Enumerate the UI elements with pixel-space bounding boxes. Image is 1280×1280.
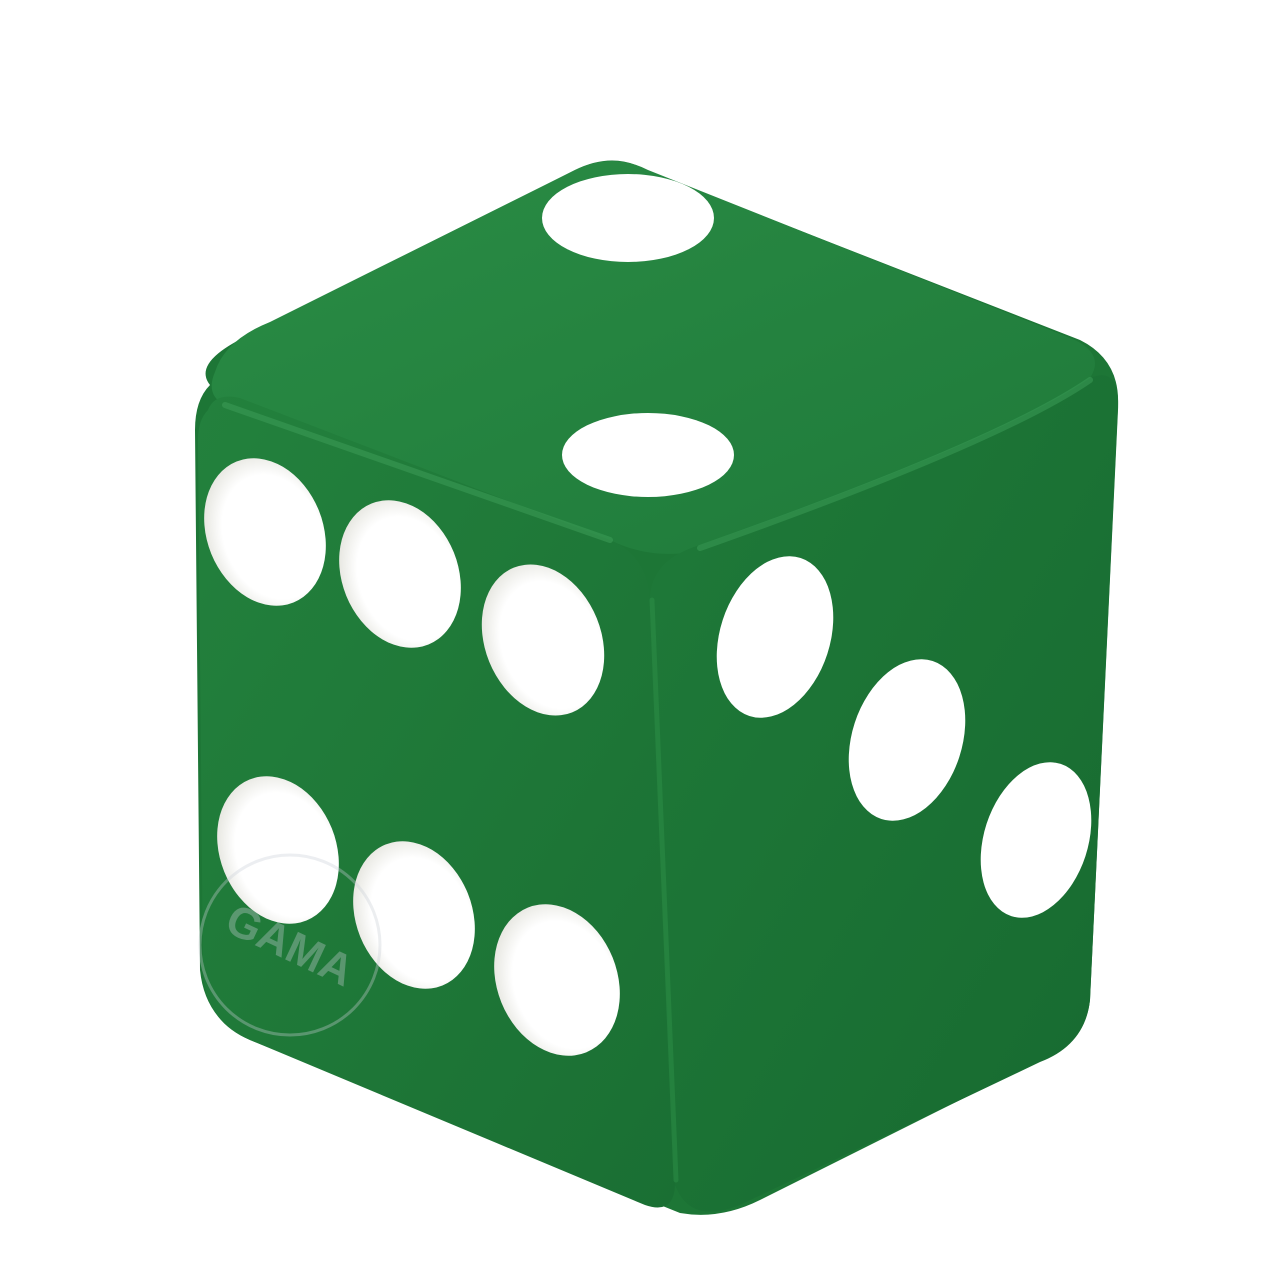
pip xyxy=(542,174,714,262)
top-face-pips xyxy=(542,174,734,497)
pip xyxy=(848,659,966,821)
pip xyxy=(339,500,461,648)
pip xyxy=(217,776,339,924)
pip xyxy=(980,762,1092,918)
pip xyxy=(716,556,834,718)
die-top-left-edge-highlight xyxy=(222,402,613,543)
right-face-pips xyxy=(716,556,1092,918)
pip xyxy=(494,904,620,1056)
die-top-face xyxy=(211,161,1095,554)
die-vertical-edge-highlight xyxy=(649,597,679,1183)
pip xyxy=(562,413,734,497)
pip xyxy=(353,841,475,989)
pip xyxy=(481,564,605,716)
die-top-right-edge-highlight xyxy=(697,377,1093,551)
pip xyxy=(204,458,326,606)
left-face-pips xyxy=(204,458,620,1056)
